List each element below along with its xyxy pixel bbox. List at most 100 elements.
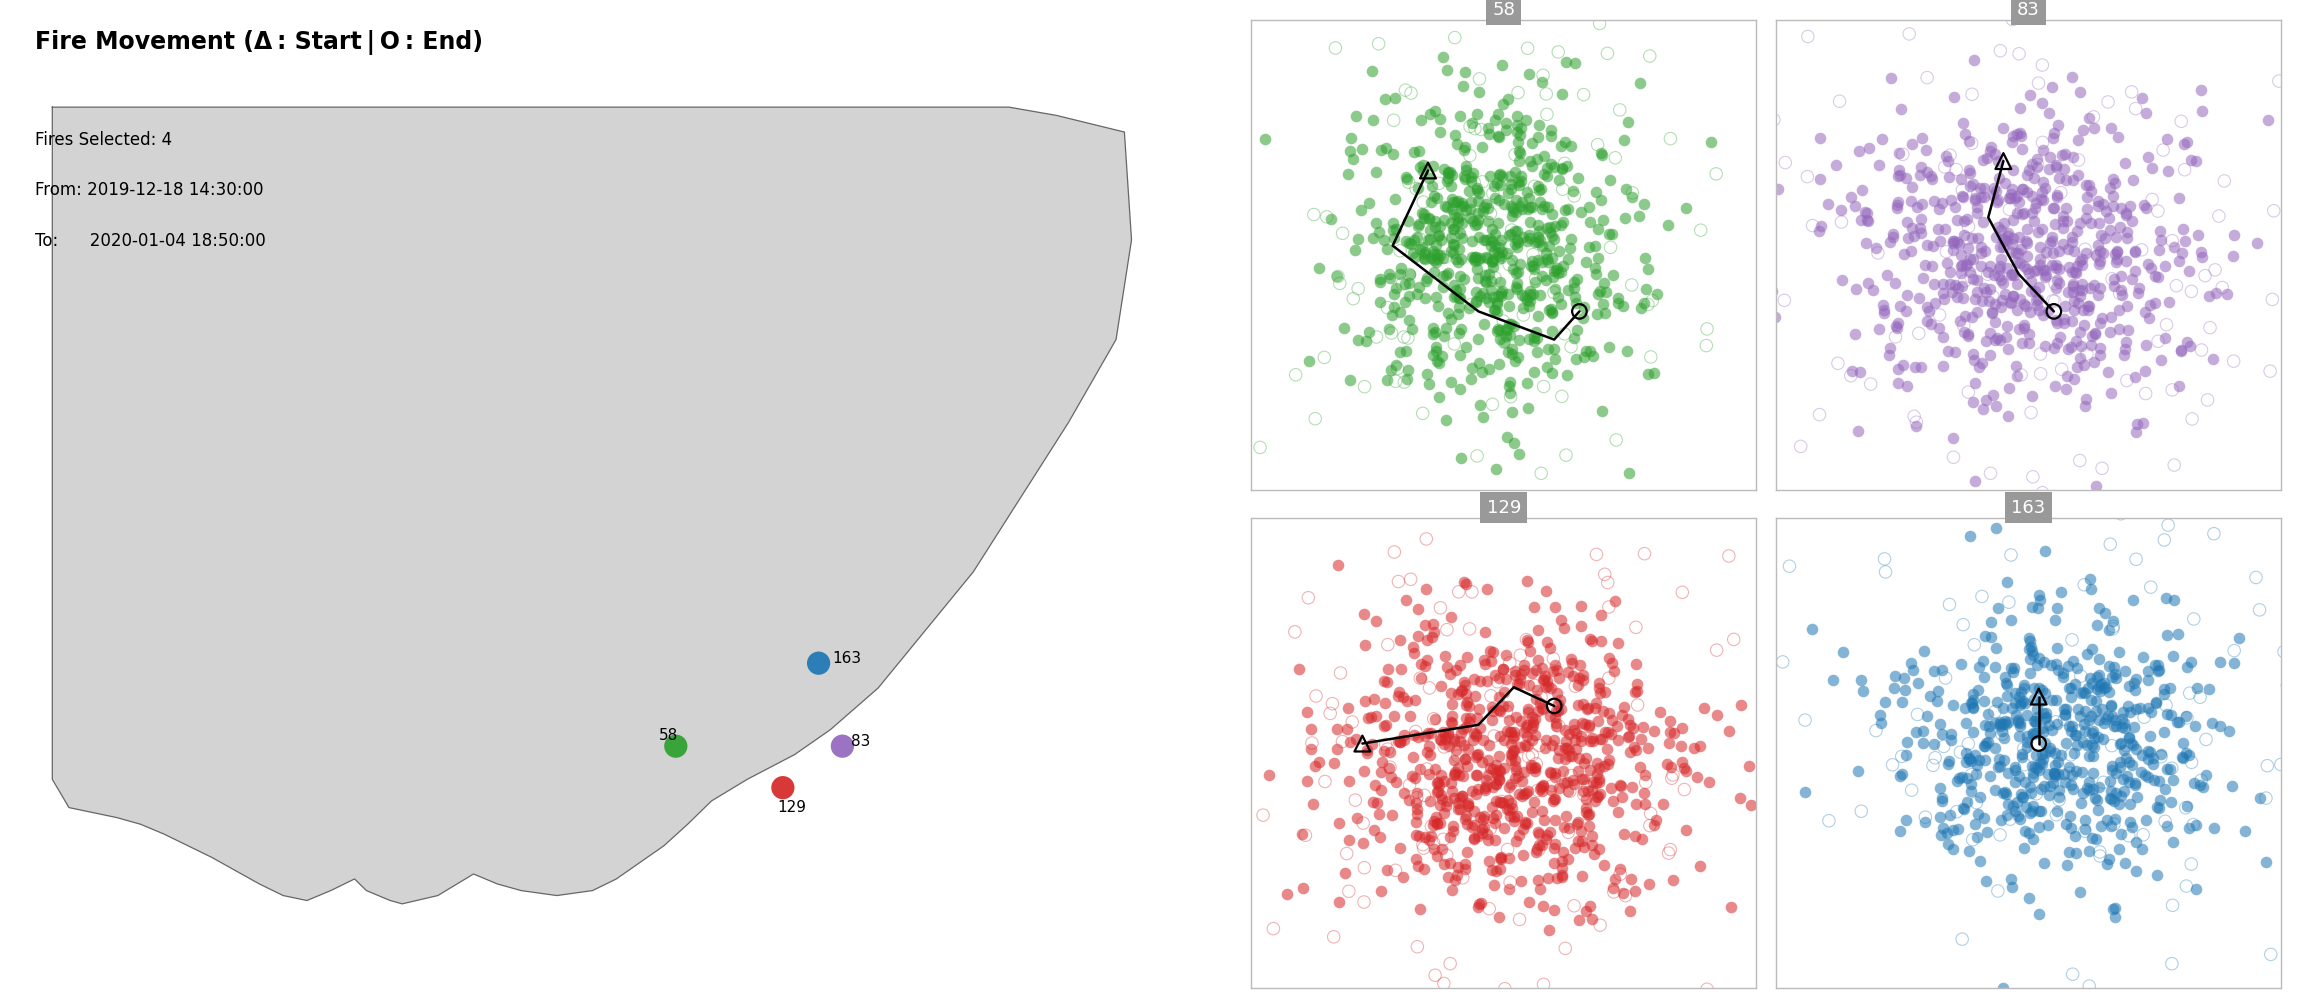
Point	[1424, 724, 1461, 740]
Point	[1516, 274, 1553, 290]
Point	[1871, 341, 1908, 357]
Point	[1461, 250, 1498, 266]
Point	[1961, 359, 1998, 375]
Point	[2011, 282, 2048, 298]
Point	[1903, 211, 1940, 227]
Point	[2014, 725, 2051, 741]
Point	[1811, 812, 1848, 829]
Point	[1578, 755, 1615, 771]
Point	[1894, 662, 1931, 678]
Point	[1477, 793, 1514, 809]
Point	[1756, 112, 1793, 128]
Point	[2046, 220, 2083, 236]
Point	[2025, 193, 2062, 209]
Point	[2101, 282, 2138, 298]
Point	[2039, 272, 2076, 288]
Point	[1463, 138, 1500, 154]
Point	[1816, 671, 1852, 687]
Point	[2101, 754, 2138, 770]
Point	[2124, 842, 2161, 858]
Point	[1961, 806, 1998, 823]
Point	[1820, 93, 1857, 109]
Point	[1479, 673, 1516, 689]
Point	[2087, 605, 2124, 621]
Point	[1963, 152, 2000, 168]
Point	[1359, 794, 1396, 810]
Point	[1449, 694, 1486, 710]
Point	[799, 655, 836, 671]
Point	[1428, 169, 1465, 185]
Point	[1954, 230, 1991, 246]
Point	[1511, 332, 1548, 348]
Point	[1479, 303, 1516, 320]
Point	[1511, 894, 1548, 910]
Point	[1438, 661, 1475, 677]
Point	[1951, 782, 1988, 798]
Point	[1887, 747, 1924, 763]
Point	[2083, 818, 2120, 835]
Point	[1493, 724, 1530, 740]
Point	[2184, 103, 2221, 119]
Point	[1488, 122, 1525, 138]
Point	[1433, 684, 1470, 701]
Point	[2030, 718, 2067, 734]
Point	[2154, 834, 2191, 850]
Point	[1410, 232, 1447, 248]
Point	[1276, 367, 1313, 383]
Point	[1622, 75, 1659, 91]
Point	[2166, 233, 2203, 249]
Point	[2002, 683, 2039, 700]
Point	[1505, 724, 1541, 740]
Point	[1408, 830, 1445, 846]
Point	[1534, 303, 1571, 320]
Point	[1878, 275, 1915, 291]
Point	[1461, 809, 1498, 826]
Point	[1548, 367, 1585, 383]
Text: Fires Selected: 4: Fires Selected: 4	[35, 131, 173, 149]
Point	[1399, 286, 1435, 302]
Point	[1428, 265, 1465, 281]
Point	[2083, 461, 2120, 477]
Point	[2041, 584, 2078, 600]
Point	[2085, 674, 2122, 690]
Point	[1901, 166, 1938, 182]
Point	[2014, 205, 2051, 221]
Point	[1417, 289, 1454, 305]
Point	[1991, 225, 2028, 241]
Point	[2009, 728, 2046, 744]
Title: 129: 129	[1486, 499, 1521, 516]
Point	[2067, 704, 2104, 720]
Point	[1534, 263, 1571, 279]
Point	[1956, 747, 1993, 763]
Point	[2025, 778, 2062, 794]
Point	[2037, 216, 2074, 232]
Point	[2018, 151, 2055, 167]
Point	[1405, 728, 1442, 744]
Point	[2055, 243, 2092, 259]
Point	[1583, 145, 1620, 161]
Point	[1945, 115, 1981, 131]
Point	[1403, 159, 1440, 175]
Point	[1495, 223, 1532, 239]
Polygon shape	[53, 107, 1131, 904]
Point	[1521, 181, 1558, 198]
Point	[1521, 826, 1558, 842]
Point	[1500, 234, 1537, 250]
Point	[1491, 167, 1528, 183]
Point	[1534, 269, 1571, 285]
Point	[1320, 275, 1357, 291]
Point	[1511, 757, 1548, 773]
Point	[1977, 229, 2014, 245]
Point	[1606, 700, 1643, 716]
Point	[1537, 281, 1574, 297]
Point	[2147, 706, 2184, 722]
Point	[1594, 792, 1631, 808]
Point	[2117, 369, 2154, 385]
Point	[1546, 723, 1583, 739]
Point	[2127, 198, 2163, 214]
Point	[1369, 241, 1405, 257]
Point	[1523, 660, 1560, 676]
Point	[1511, 287, 1548, 303]
Point	[1440, 241, 1477, 257]
Point	[1544, 160, 1581, 176]
